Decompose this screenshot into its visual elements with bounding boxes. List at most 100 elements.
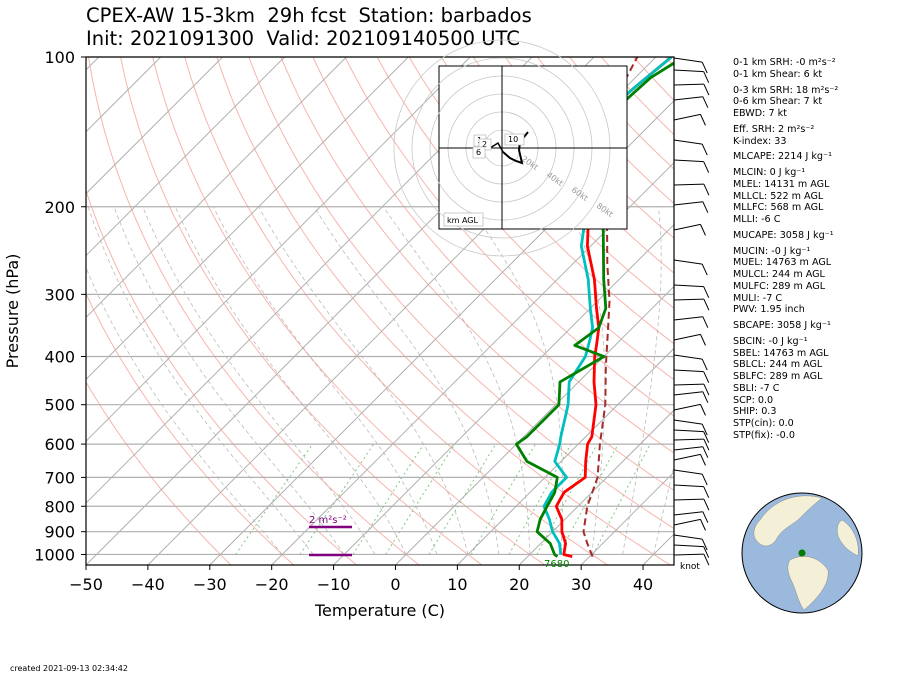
wind-barb — [673, 159, 704, 163]
wind-barb-flag — [703, 486, 710, 498]
stat-line: MULFC: 289 m AGL — [733, 280, 826, 292]
wind-barb — [673, 484, 704, 488]
wind-barb-flag — [701, 423, 708, 436]
wind-barb — [673, 429, 704, 433]
wind-barb-flag — [703, 383, 710, 396]
wind-barb — [673, 298, 704, 301]
stat-line: MLEL: 14131 m AGL — [733, 178, 830, 190]
moist-adiabat — [653, 464, 674, 555]
wind-barb — [673, 518, 701, 526]
mixing-ratio-line — [558, 443, 619, 555]
stat-line: MUEL: 14763 m AGL — [733, 257, 832, 269]
stat-line: K-index: 33 — [733, 135, 787, 147]
stat-line: Eff. SRH: 2 m²s⁻² — [733, 123, 815, 135]
wind-barb-flag — [703, 553, 710, 566]
dry-adiabat — [86, 381, 232, 565]
stat-line: MLCAPE: 2214 J kg⁻¹ — [733, 151, 832, 163]
wind-barb — [673, 83, 704, 86]
isotherm — [457, 347, 674, 565]
moist-adiabat — [382, 206, 531, 555]
stat-line: SBCIN: -0 J kg⁻¹ — [733, 335, 808, 347]
stat-line: SBLI: -7 C — [733, 382, 780, 394]
hodograph-height-label: 2 — [482, 140, 487, 149]
wind-barb-flag — [701, 61, 708, 74]
isotherm — [86, 57, 285, 257]
y-tick-label: 600 — [44, 435, 75, 454]
wind-barb — [673, 498, 704, 501]
wind-barb-flag — [700, 334, 706, 346]
mixing-ratio-line — [299, 443, 375, 555]
dry-adiabat — [280, 57, 674, 492]
wind-barb-flag — [700, 114, 706, 126]
x-tick-label: 10 — [447, 575, 467, 594]
wind-barb-flag — [700, 224, 706, 236]
wind-barb-flag — [700, 519, 706, 531]
y-axis-label: Pressure (hPa) — [3, 254, 22, 369]
y-tick-label: 200 — [44, 198, 75, 217]
wind-barb-flag — [702, 391, 709, 403]
hodograph-height-box — [504, 133, 525, 146]
wind-barb-flag — [701, 538, 708, 551]
chart-title: CPEX-AW 15-3km 29h fcst Station: barbado… — [86, 4, 532, 27]
wind-barb-flag — [703, 71, 710, 83]
sounding-indices: 0-1 km SRH: -0 m²s⁻² 0-1 km Shear: 6 kt 0-… — [733, 57, 838, 442]
wind-barb-flag — [700, 454, 706, 466]
wind-barb — [673, 383, 704, 386]
dry-adiabat — [120, 57, 483, 565]
wind-barb — [673, 391, 703, 396]
wind-barb-flag — [703, 546, 710, 558]
isotherm — [86, 57, 347, 319]
moist-adiabat — [258, 206, 469, 555]
mixing-ratio-line — [385, 443, 456, 555]
wind-barb — [673, 259, 703, 265]
x-tick-label: 0 — [390, 575, 400, 594]
stat-line: SCP: 0.0 — [733, 394, 774, 406]
isotherm — [209, 100, 674, 565]
hodograph-legend: km AGL — [447, 216, 479, 225]
wind-barb-flag — [701, 143, 708, 156]
wind-barb — [673, 284, 704, 288]
stat-line: 0-3 km SRH: 18 m²s⁻² — [733, 84, 839, 96]
dry-adiabat — [472, 57, 674, 274]
dry-adiabat — [344, 57, 674, 417]
dry-adiabat — [248, 57, 674, 530]
wind-barb — [673, 369, 704, 373]
isotherm — [395, 285, 674, 565]
wind-barb-flag — [702, 316, 709, 328]
hodograph-legend-box — [443, 212, 484, 227]
dry-adiabat — [86, 189, 357, 565]
stat-line: STP(cin): 0.0 — [733, 418, 794, 429]
wind-barb-flag — [700, 404, 706, 416]
globe-north-america — [753, 495, 823, 547]
stat-line: MLCIN: 0 J kg⁻¹ — [733, 167, 806, 178]
wind-barb — [673, 534, 703, 540]
wind-barb — [673, 183, 704, 186]
globe-africa — [836, 519, 859, 557]
y-tick-label: 400 — [44, 348, 75, 367]
stat-line: 0-6 km Shear: 7 kt — [733, 96, 823, 108]
hodograph-height-box — [472, 146, 486, 159]
wind-barb-flag — [702, 446, 709, 458]
y-tick-label: 800 — [44, 497, 75, 516]
isotherm — [333, 223, 674, 565]
wind-barb-flag — [701, 358, 708, 371]
x-tick-label: −50 — [69, 575, 103, 594]
wind-barb — [673, 69, 704, 73]
wind-barb — [673, 316, 703, 321]
stat-line: MULCL: 244 m AGL — [733, 269, 825, 280]
dry-adiabat — [88, 57, 420, 565]
stat-line: 0-1 km SRH: -0 m²s⁻² — [733, 57, 836, 68]
srh-label: 2 m²s⁻² — [309, 515, 347, 526]
wind-barb — [673, 201, 703, 206]
moist-adiabat — [86, 266, 283, 555]
wind-barb-flag — [703, 498, 710, 511]
stat-line: MUCIN: -0 J kg⁻¹ — [733, 245, 811, 257]
stat-line: 0-1 km Shear: 6 kt — [733, 68, 823, 80]
wind-barb-flag — [703, 371, 710, 383]
wind-barb-flag — [702, 511, 709, 523]
wind-barb — [673, 553, 704, 556]
wind-barb — [673, 544, 704, 548]
moist-adiabat — [142, 206, 376, 555]
dry-adiabat — [184, 57, 608, 565]
stat-line: PWV: 1.95 inch — [733, 304, 805, 316]
